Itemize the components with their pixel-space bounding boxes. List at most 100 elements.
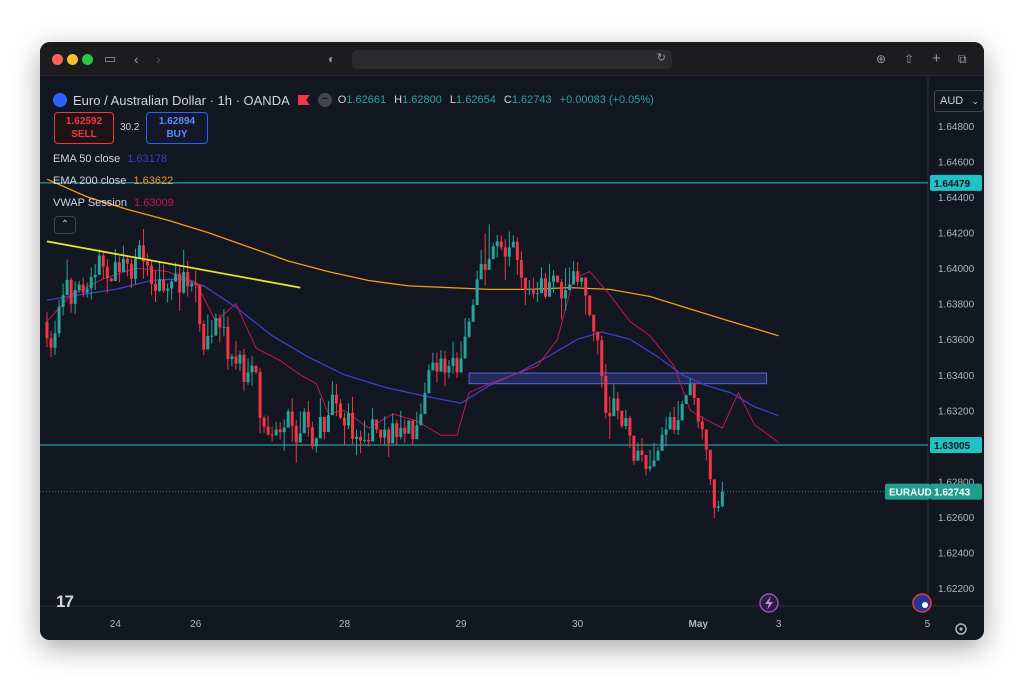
price-tag-text: 1.63005 xyxy=(934,441,971,452)
candle-body xyxy=(676,420,680,430)
y-tick-label: 1.62800 xyxy=(938,478,975,489)
x-tick-label: 26 xyxy=(190,619,202,630)
candle-body xyxy=(399,427,403,438)
close-window-button[interactable] xyxy=(52,54,63,65)
address-bar[interactable]: ↻ xyxy=(352,50,672,69)
candle-body xyxy=(262,417,266,427)
candle-body xyxy=(334,394,338,404)
indicator-ema200[interactable]: EMA 200 close 1.63622 xyxy=(53,175,174,187)
minus-icon[interactable]: − xyxy=(317,93,332,107)
shield-icon[interactable]: ◐ xyxy=(328,52,336,66)
reload-icon[interactable]: ↻ xyxy=(656,52,666,64)
candle-body xyxy=(439,358,443,372)
currency-select[interactable]: AUD ⌄ xyxy=(934,90,984,112)
candle-body xyxy=(443,358,447,373)
candle-body xyxy=(423,393,427,415)
maximize-window-button[interactable] xyxy=(82,54,93,65)
back-icon[interactable]: ‹ xyxy=(134,51,139,67)
x-tick-label: 28 xyxy=(339,619,351,630)
candle-body xyxy=(234,356,238,364)
candle-body xyxy=(270,434,274,436)
indicator-ema50[interactable]: EMA 50 close 1.63178 xyxy=(53,153,168,165)
chevron-down-icon: ⌄ xyxy=(971,96,979,106)
candle-body xyxy=(117,262,121,272)
x-tick-label: 3 xyxy=(776,619,782,630)
y-tick-label: 1.63800 xyxy=(938,300,975,311)
candle-body xyxy=(523,277,527,291)
price-tag-text: 1.64479 xyxy=(934,179,971,190)
candle-body xyxy=(519,260,523,278)
candle-body xyxy=(202,323,206,350)
candle-body xyxy=(475,279,479,306)
trendline xyxy=(46,240,301,289)
candle-body xyxy=(467,321,471,337)
candle-body xyxy=(692,384,696,398)
candle-body xyxy=(61,295,65,307)
candle-body xyxy=(306,411,310,428)
candle-body xyxy=(596,331,600,341)
tabs-overview-icon[interactable]: ⧉ xyxy=(958,52,967,66)
candle-body xyxy=(186,271,190,287)
candle-body xyxy=(463,336,467,359)
y-tick-label: 1.63400 xyxy=(938,371,975,382)
candle-body xyxy=(238,354,242,364)
download-icon[interactable]: ⊕ xyxy=(876,52,887,66)
candle-body xyxy=(121,258,125,272)
supply-zone xyxy=(468,372,768,385)
new-tab-icon[interactable]: + xyxy=(932,50,941,67)
candle-body xyxy=(57,306,61,334)
candle-body xyxy=(612,398,616,417)
candle-body xyxy=(556,275,560,283)
tradingview-logo[interactable]: 17 xyxy=(56,592,74,611)
y-tick-label: 1.64000 xyxy=(938,264,975,275)
candle-body xyxy=(302,411,306,434)
share-icon[interactable]: ⇧ xyxy=(904,52,915,66)
minimize-window-button[interactable] xyxy=(67,54,78,65)
candle-body xyxy=(81,284,85,293)
symbol-legend: Euro / Australian Dollar · 1h · OANDA − … xyxy=(53,90,659,110)
buy-button[interactable]: 1.62894 BUY xyxy=(146,112,208,144)
x-tick-label: 30 xyxy=(572,619,584,630)
candle-body xyxy=(190,283,194,287)
candle-body xyxy=(712,479,716,508)
chevron-up-icon[interactable]: ⌃ xyxy=(54,216,76,234)
candle-body xyxy=(355,436,359,439)
symbol-title[interactable]: Euro / Australian Dollar · 1h · OANDA xyxy=(73,92,290,108)
candle-body xyxy=(49,338,53,348)
price-chart[interactable]: 1.64800 1.64600 1.64400 1.64200 1.64000 1.638… xyxy=(40,76,984,640)
candle-body xyxy=(129,263,133,279)
ema200-line xyxy=(46,178,779,337)
candle-body xyxy=(318,416,322,439)
sidebar-toggle-icon[interactable]: ▭ xyxy=(104,51,117,66)
gear-icon-center xyxy=(959,627,963,631)
candle-body xyxy=(326,415,330,433)
flag-icon[interactable] xyxy=(297,95,310,105)
symbol-tag-text: EURAUD xyxy=(889,488,932,499)
title-bar: ▭ ‹ › ◐ ↻ ⊕ ⇧ + ⧉ xyxy=(40,42,984,76)
candle-body xyxy=(515,241,519,261)
candle-body xyxy=(310,427,314,447)
candle-body xyxy=(258,371,262,418)
candle-body xyxy=(93,274,97,278)
candle-body xyxy=(411,420,415,440)
indicator-vwap[interactable]: VWAP Session 1.63009 xyxy=(53,197,174,209)
flag-icon-circle xyxy=(912,593,932,613)
candle-body xyxy=(507,247,511,257)
candle-body xyxy=(395,423,399,438)
candle-body xyxy=(359,436,363,441)
candle-body xyxy=(628,418,632,436)
candle-body xyxy=(338,403,342,418)
forward-icon[interactable]: › xyxy=(156,51,161,67)
vwap-line xyxy=(46,267,779,443)
candle-body xyxy=(548,281,551,297)
candle-body xyxy=(166,288,170,291)
candle-body xyxy=(708,449,712,480)
candle-body xyxy=(604,375,608,413)
candle-body xyxy=(222,326,226,328)
candle-body xyxy=(347,412,350,426)
candle-body xyxy=(214,318,218,336)
candle-body xyxy=(479,263,483,280)
sell-button[interactable]: 1.62592 SELL xyxy=(54,112,114,144)
candle-body xyxy=(672,416,676,430)
price-tag-background xyxy=(930,483,982,500)
